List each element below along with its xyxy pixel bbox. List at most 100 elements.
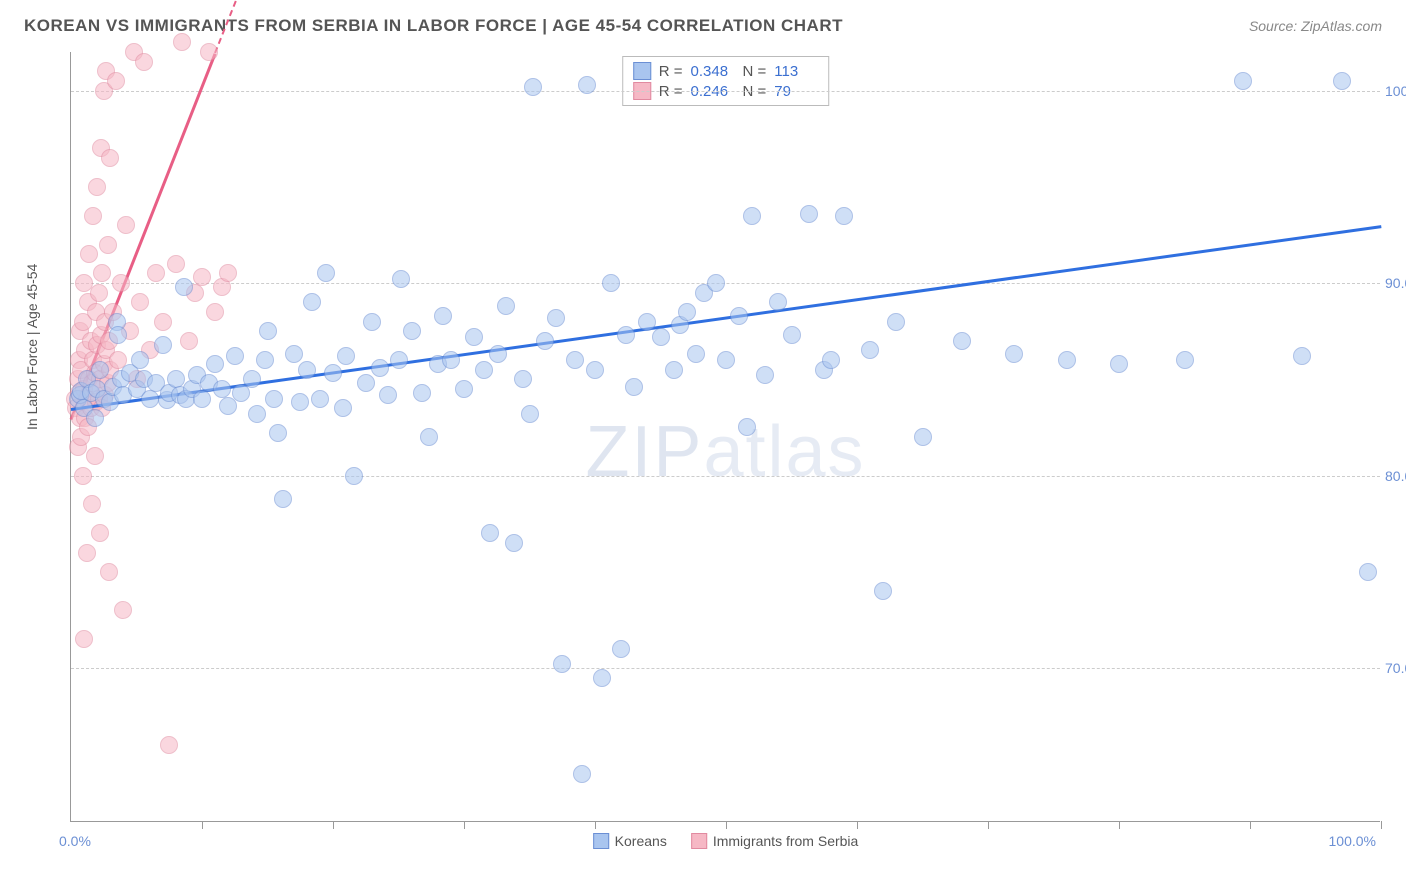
data-point [93, 264, 111, 282]
r-value-koreans: 0.348 [691, 63, 735, 80]
data-point [100, 563, 118, 581]
data-point [117, 216, 135, 234]
data-point [131, 351, 149, 369]
data-point [455, 380, 473, 398]
gridline [71, 476, 1380, 477]
data-point [743, 207, 761, 225]
data-point [638, 313, 656, 331]
x-tick [464, 821, 465, 829]
data-point [213, 380, 231, 398]
x-axis-max-label: 100.0% [1329, 833, 1376, 849]
data-point [730, 307, 748, 325]
data-point [524, 78, 542, 96]
data-point [953, 332, 971, 350]
data-point [160, 736, 178, 754]
data-point [1234, 72, 1252, 90]
data-point [84, 207, 102, 225]
data-point [617, 326, 635, 344]
data-point [835, 207, 853, 225]
data-point [625, 378, 643, 396]
data-point [914, 428, 932, 446]
x-tick [1381, 821, 1382, 829]
data-point [74, 467, 92, 485]
data-point [505, 534, 523, 552]
data-point [687, 345, 705, 363]
data-point [298, 361, 316, 379]
gridline [71, 668, 1380, 669]
data-point [86, 447, 104, 465]
data-point [1359, 563, 1377, 581]
data-point [475, 361, 493, 379]
data-point [141, 390, 159, 408]
x-tick [988, 821, 989, 829]
data-point [553, 655, 571, 673]
data-point [91, 524, 109, 542]
data-point [756, 366, 774, 384]
data-point [206, 303, 224, 321]
data-point [481, 524, 499, 542]
data-point [1058, 351, 1076, 369]
legend-item-serbia: Immigrants from Serbia [691, 833, 858, 849]
data-point [265, 390, 283, 408]
data-point [1005, 345, 1023, 363]
swatch-koreans [633, 62, 651, 80]
chart-source: Source: ZipAtlas.com [1249, 18, 1382, 34]
data-point [413, 384, 431, 402]
data-point [403, 322, 421, 340]
data-point [392, 270, 410, 288]
data-point [303, 293, 321, 311]
data-point [514, 370, 532, 388]
scatter-chart: ZIPatlas R = 0.348 N = 113 R = 0.246 N =… [70, 52, 1380, 822]
data-point [783, 326, 801, 344]
n-label: N = [743, 63, 767, 80]
data-point [173, 33, 191, 51]
data-point [612, 640, 630, 658]
data-point [83, 495, 101, 513]
trend-line [71, 225, 1381, 411]
data-point [1176, 351, 1194, 369]
data-point [112, 274, 130, 292]
data-point [243, 370, 261, 388]
data-point [200, 43, 218, 61]
legend-label-serbia: Immigrants from Serbia [713, 833, 858, 849]
data-point [573, 765, 591, 783]
watermark-light: atlas [703, 412, 865, 492]
data-point [259, 322, 277, 340]
data-point [357, 374, 375, 392]
data-point [226, 347, 244, 365]
data-point [193, 268, 211, 286]
watermark: ZIPatlas [585, 411, 865, 493]
data-point [489, 345, 507, 363]
data-point [345, 467, 363, 485]
y-tick-label: 100.0% [1385, 83, 1406, 99]
data-point [109, 326, 127, 344]
data-point [107, 72, 125, 90]
data-point [738, 418, 756, 436]
data-point [566, 351, 584, 369]
data-point [521, 405, 539, 423]
x-tick [857, 821, 858, 829]
data-point [274, 490, 292, 508]
data-point [887, 313, 905, 331]
data-point [114, 601, 132, 619]
data-point [1333, 72, 1351, 90]
x-tick [726, 821, 727, 829]
data-point [285, 345, 303, 363]
data-point [861, 341, 879, 359]
data-point [363, 313, 381, 331]
data-point [167, 255, 185, 273]
data-point [465, 328, 483, 346]
data-point [822, 351, 840, 369]
data-point [420, 428, 438, 446]
bottom-legend: Koreans Immigrants from Serbia [593, 833, 859, 849]
data-point [593, 669, 611, 687]
data-point [311, 390, 329, 408]
data-point [536, 332, 554, 350]
data-point [324, 364, 342, 382]
data-point [578, 76, 596, 94]
data-point [90, 284, 108, 302]
data-point [379, 386, 397, 404]
data-point [442, 351, 460, 369]
data-point [678, 303, 696, 321]
data-point [652, 328, 670, 346]
